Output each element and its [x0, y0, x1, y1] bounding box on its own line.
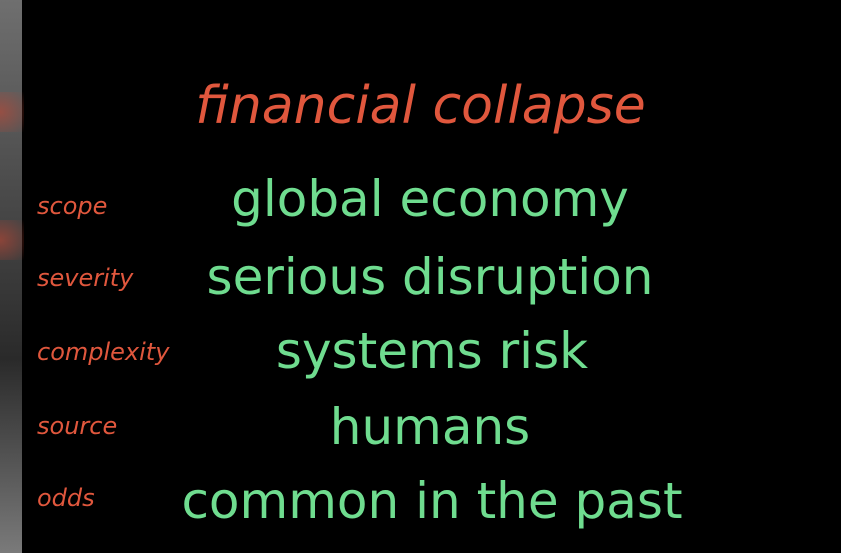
slide-title: financial collapse — [195, 76, 646, 136]
attribute-row-scope: scope global economy — [0, 170, 841, 240]
attribute-value: global economy — [231, 170, 629, 228]
attribute-row-severity: severity serious disruption — [0, 248, 841, 318]
attribute-label: complexity — [37, 338, 170, 366]
attribute-value: common in the past — [181, 472, 683, 530]
attribute-row-source: source humans — [0, 398, 841, 468]
attribute-row-complexity: complexity systems risk — [0, 322, 841, 392]
attribute-value: serious disruption — [206, 248, 654, 306]
left-edge-strip — [0, 0, 24, 553]
attribute-label: source — [37, 412, 118, 440]
attribute-label: severity — [37, 264, 134, 292]
edge-glow — [0, 92, 24, 132]
attribute-row-odds: odds common in the past — [0, 472, 841, 542]
edge-glow — [0, 220, 24, 260]
attribute-label: scope — [37, 192, 108, 220]
attribute-value: humans — [329, 398, 531, 456]
attribute-value: systems risk — [275, 322, 589, 380]
attribute-label: odds — [37, 484, 95, 512]
